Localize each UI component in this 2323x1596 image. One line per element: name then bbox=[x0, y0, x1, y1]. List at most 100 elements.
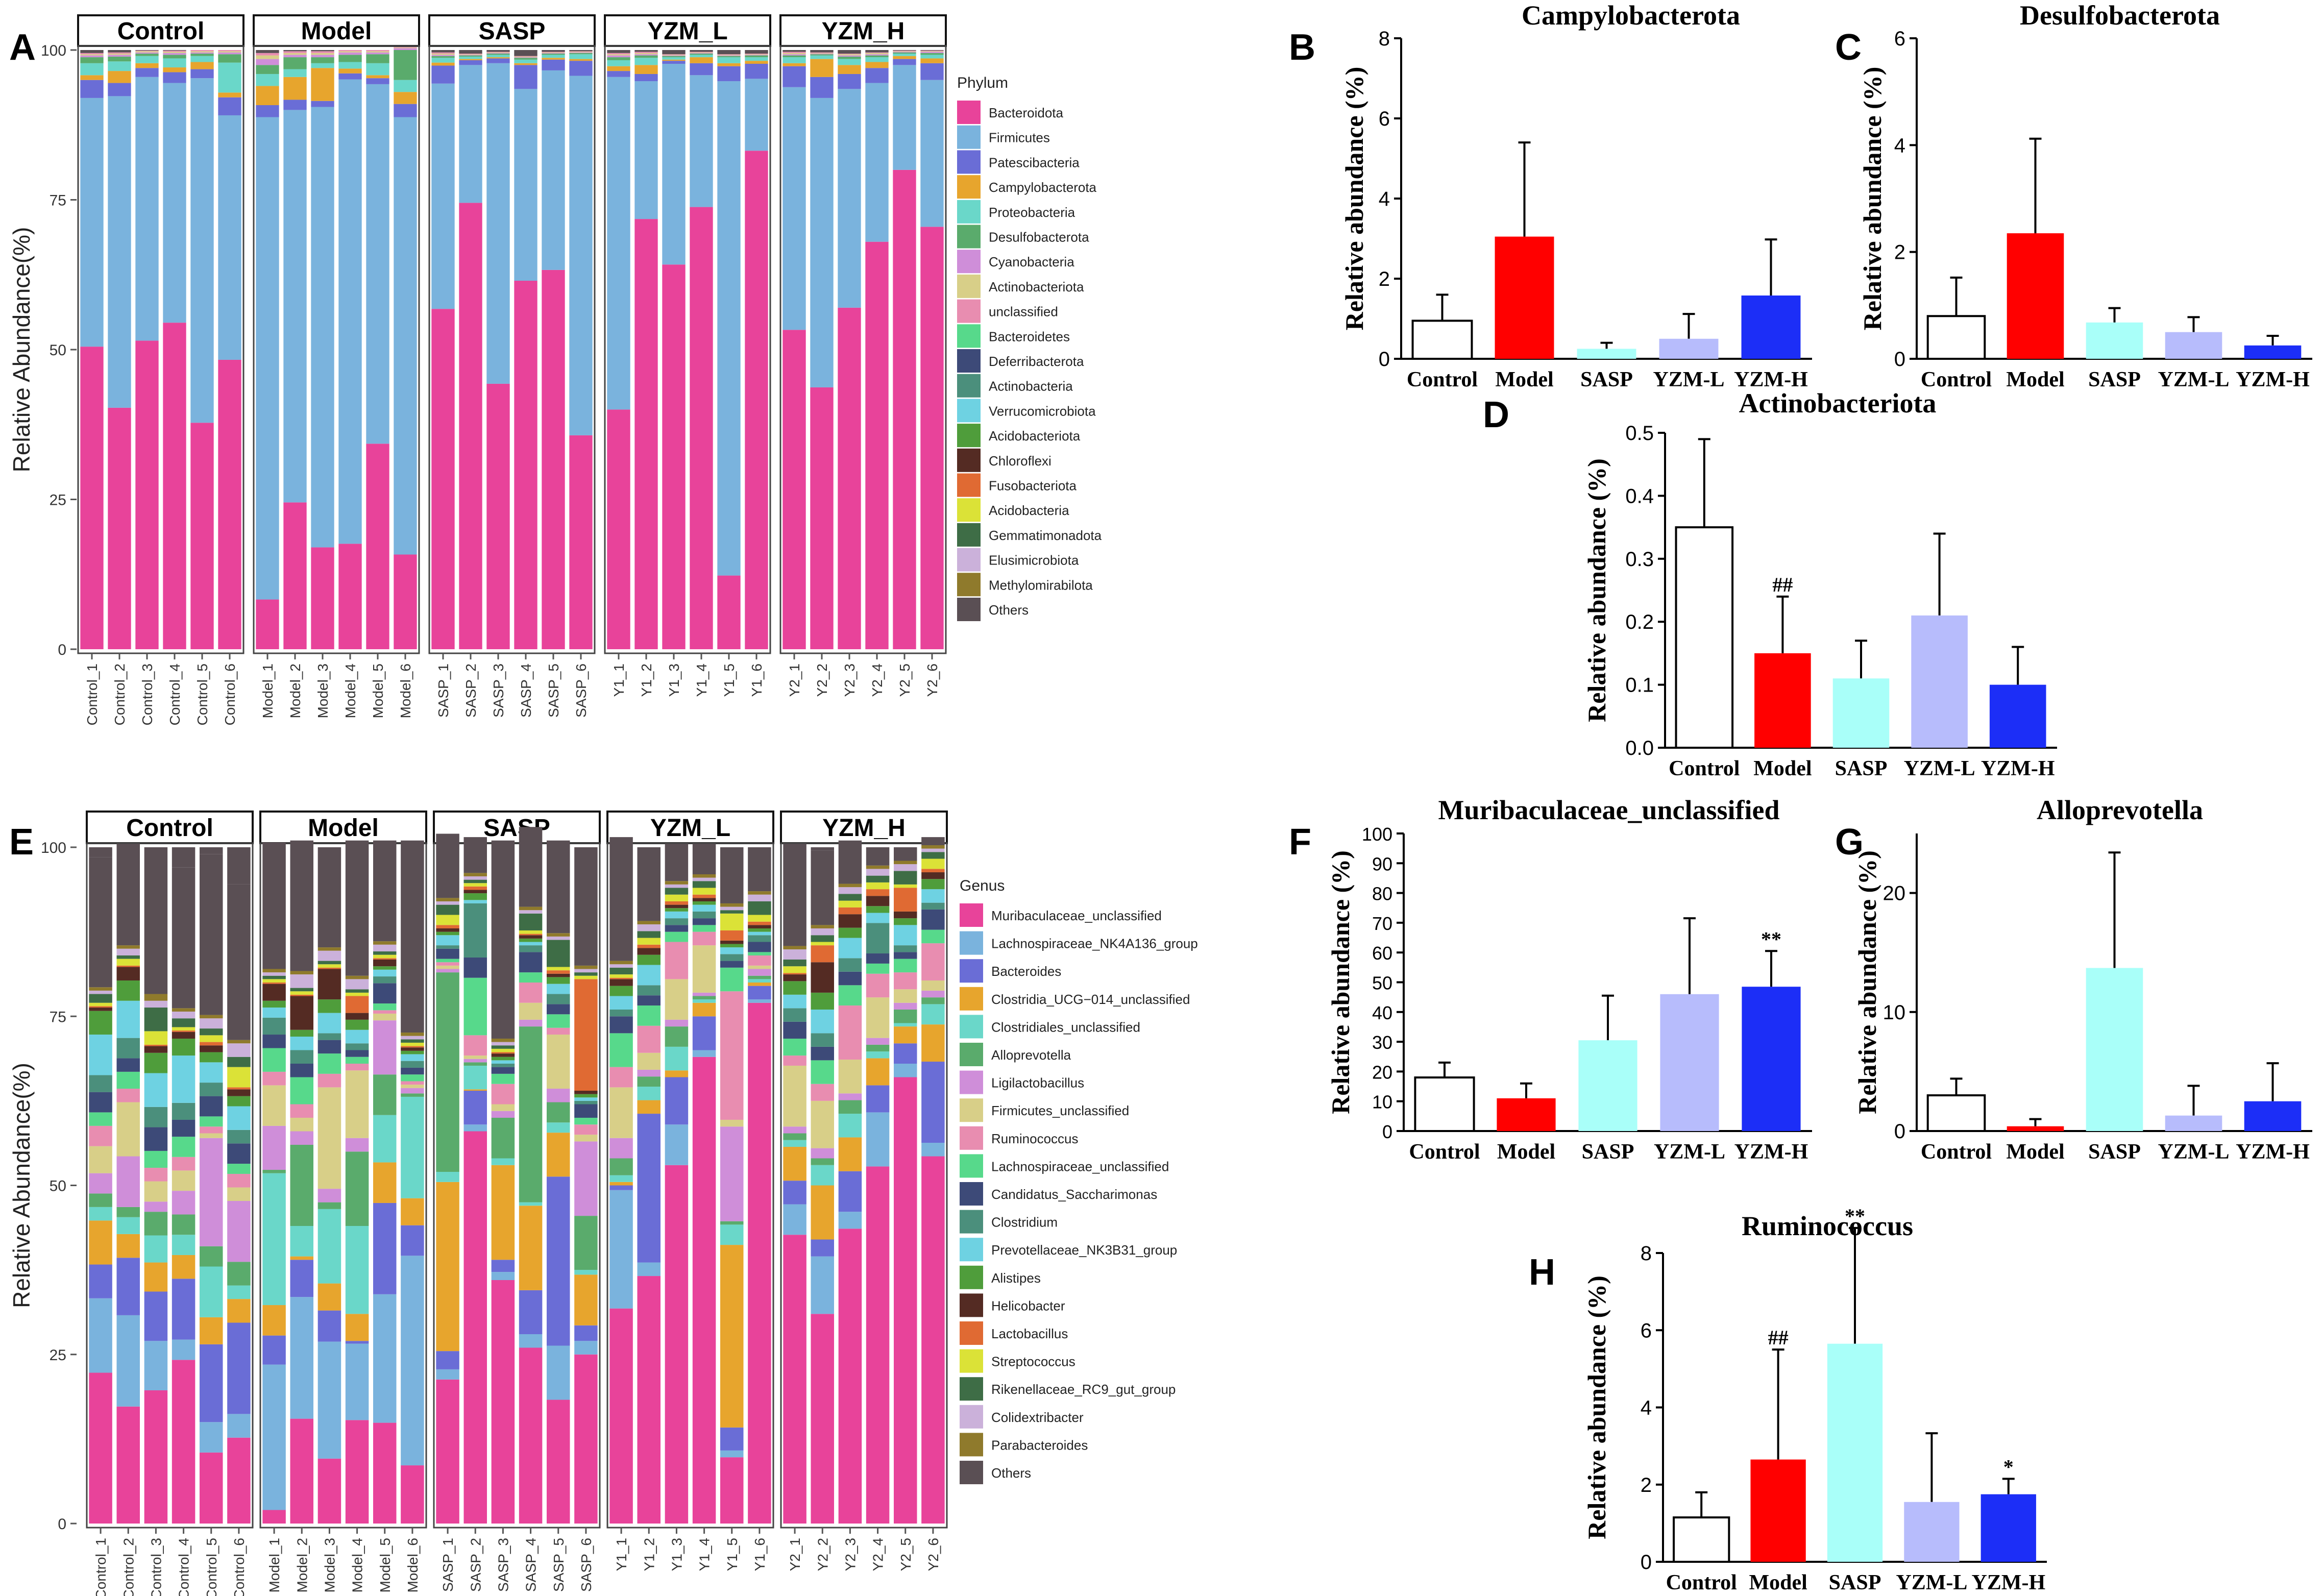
facet-frame bbox=[259, 842, 427, 1529]
bar-segment-alistipes bbox=[200, 1052, 223, 1063]
y-tick-label: 40 bbox=[1372, 1002, 1392, 1023]
bar-segment-firmicutes bbox=[283, 110, 307, 503]
bar-segment-others bbox=[692, 844, 716, 874]
bar-segment-lachnospiraceae-unclassified bbox=[811, 1060, 834, 1084]
bar-segment-lachnospiraceae-unclassified bbox=[637, 1005, 661, 1026]
bar-segment-bacteroidota bbox=[717, 575, 741, 649]
y-tick-label: 6 bbox=[1641, 1319, 1652, 1342]
bar-segment-muribaculaceae-unclassified bbox=[783, 1235, 806, 1524]
bar-segment-muribaculaceae-unclassified bbox=[838, 1229, 862, 1524]
bar-segment-patescibacteria bbox=[569, 61, 593, 76]
bar-segment-parabacteroides bbox=[637, 921, 661, 925]
bar-segment-lactobacillus bbox=[262, 983, 286, 984]
bar-segment-parabacteroides bbox=[547, 933, 570, 937]
bar-segment-alloprevotella bbox=[921, 997, 945, 1004]
bar-segment-firmicutes-unclassified bbox=[894, 989, 917, 1003]
bar-segment-actinobacteriota bbox=[256, 55, 279, 59]
bar-segment-clostridia-ucg-014-unclassified bbox=[401, 1198, 424, 1225]
bar-segment-campylobacterota bbox=[690, 57, 713, 63]
bar-segment-lactobacillus bbox=[401, 1046, 424, 1048]
bar-segment-alistipes bbox=[838, 927, 862, 938]
bar-segment-bacteroidota bbox=[690, 207, 713, 649]
bar-segment-streptococcus bbox=[401, 1042, 424, 1046]
bar-segment-cyanobacteria bbox=[163, 53, 186, 55]
bar-segment-candidatus-saccharimonas bbox=[436, 948, 459, 959]
bar-segment-parabacteroides bbox=[609, 961, 633, 965]
bar-segment-bacteroides bbox=[574, 1325, 598, 1341]
bar-segment-ruminococcus bbox=[227, 1173, 251, 1188]
bar-segment-proteobacteria bbox=[514, 59, 537, 63]
legend-swatch bbox=[957, 324, 981, 348]
bar-segment-bacteroides bbox=[317, 1310, 341, 1342]
x-tick-label: Model_4 bbox=[343, 664, 358, 718]
bar-segment-helicobacter bbox=[838, 914, 862, 928]
x-tick-label: Control_6 bbox=[222, 664, 238, 725]
bar-segment-remainder bbox=[838, 50, 861, 54]
bar-segment-bacteroides bbox=[290, 1260, 313, 1297]
bar-segment-clostridium bbox=[317, 1033, 341, 1040]
bar-segment-bacteroides bbox=[436, 1351, 459, 1369]
bar-segment-patescibacteria bbox=[838, 73, 861, 89]
facet-frame bbox=[604, 45, 771, 654]
bar-segment-actinobacteriota bbox=[80, 54, 104, 56]
bar-segment-clostridia-ucg-014-unclassified bbox=[373, 1162, 397, 1203]
bar-segment-cyanobacteria bbox=[394, 48, 417, 50]
bar-yzm-l bbox=[1660, 994, 1719, 1131]
bar-sasp bbox=[1577, 349, 1636, 359]
bar-segment-bacteroidota bbox=[865, 241, 889, 649]
bar-segment-candidatus-saccharimonas bbox=[401, 1067, 424, 1075]
x-category-label: SASP bbox=[1582, 1140, 1634, 1164]
chart-title: Ruminococcus bbox=[1742, 1211, 1913, 1241]
bar-segment-ruminococcus bbox=[345, 1064, 369, 1071]
bar-segment-candidatus-saccharimonas bbox=[345, 1050, 369, 1057]
bar-segment-alloprevotella bbox=[491, 1118, 515, 1159]
facet-title: Control bbox=[117, 18, 205, 45]
bar-segment-clostridia-ucg-014-unclassified bbox=[317, 1283, 341, 1311]
bar-segment-bacteroides bbox=[89, 1264, 112, 1298]
bar-segment-clostridium bbox=[172, 1102, 195, 1120]
bar-segment-firmicutes bbox=[108, 96, 131, 408]
bar-segment-firmicutes-unclassified bbox=[921, 980, 945, 991]
bar-segment-prevotellaceae-nk3b31-group bbox=[519, 942, 543, 946]
bar-segment-candidatus-saccharimonas bbox=[838, 971, 862, 986]
x-category-label: YZM-L bbox=[2158, 368, 2230, 391]
facet-frame bbox=[433, 842, 601, 1529]
legend-swatch bbox=[957, 374, 981, 398]
bar-segment-colidextribacter bbox=[692, 877, 716, 881]
bar-segment-prevotellaceae-nk3b31-group bbox=[866, 913, 890, 923]
bar-segment-ruminococcus bbox=[463, 1035, 487, 1056]
bar-model bbox=[1750, 1459, 1806, 1562]
bar-segment-firmicutes bbox=[338, 79, 362, 544]
bar-segment-prevotellaceae-nk3b31-group bbox=[401, 1054, 424, 1061]
bar-segment-muribaculaceae-unclassified bbox=[637, 1276, 661, 1524]
bar-segment-muribaculaceae-unclassified bbox=[89, 1372, 112, 1524]
bar-segment-proteobacteria bbox=[783, 57, 806, 63]
bar-segment-unclassified bbox=[256, 53, 279, 56]
bar-segment-parabacteroides bbox=[574, 965, 598, 969]
bar-segment-streptococcus bbox=[491, 1048, 515, 1052]
bar-segment-prevotellaceae-nk3b31-group bbox=[609, 996, 633, 1010]
bar-segment-remainder bbox=[865, 50, 889, 53]
bar-segment-campylobacterota bbox=[163, 67, 186, 72]
bar-segment-lactobacillus bbox=[172, 1030, 195, 1032]
bar-segment-campylobacterota bbox=[135, 63, 159, 68]
x-tick-label: Y1_6 bbox=[749, 664, 765, 697]
bar-segment-candidatus-saccharimonas bbox=[262, 1035, 286, 1048]
bar-segment-lachnospiraceae-nk4a136-group bbox=[838, 1212, 862, 1229]
legend-swatch bbox=[960, 1293, 983, 1317]
x-category-label: Model bbox=[1495, 368, 1553, 391]
bar-segment-lachnospiraceae-nk4a136-group bbox=[144, 1341, 168, 1390]
bar-segment-ruminococcus bbox=[637, 1025, 661, 1053]
facet-strip bbox=[86, 811, 254, 844]
bar-segment-bacteroides bbox=[637, 1114, 661, 1263]
bar-segment-cyanobacteria bbox=[135, 52, 159, 54]
bar-segment-clostridiales-unclassified bbox=[921, 1004, 945, 1025]
bar-segment-firmicutes-unclassified bbox=[89, 1146, 112, 1173]
bar-segment-parabacteroides bbox=[838, 883, 862, 888]
bar-segment-campylobacterota bbox=[662, 59, 686, 61]
bar-sasp bbox=[2086, 322, 2143, 359]
bar-segment-bacteroides bbox=[519, 1290, 543, 1334]
bar-segment-clostridia-ucg-014-unclassified bbox=[144, 1262, 168, 1292]
bar-segment-clostridiales-unclassified bbox=[317, 1209, 341, 1284]
legend-label: Desulfobacterota bbox=[989, 230, 1089, 245]
